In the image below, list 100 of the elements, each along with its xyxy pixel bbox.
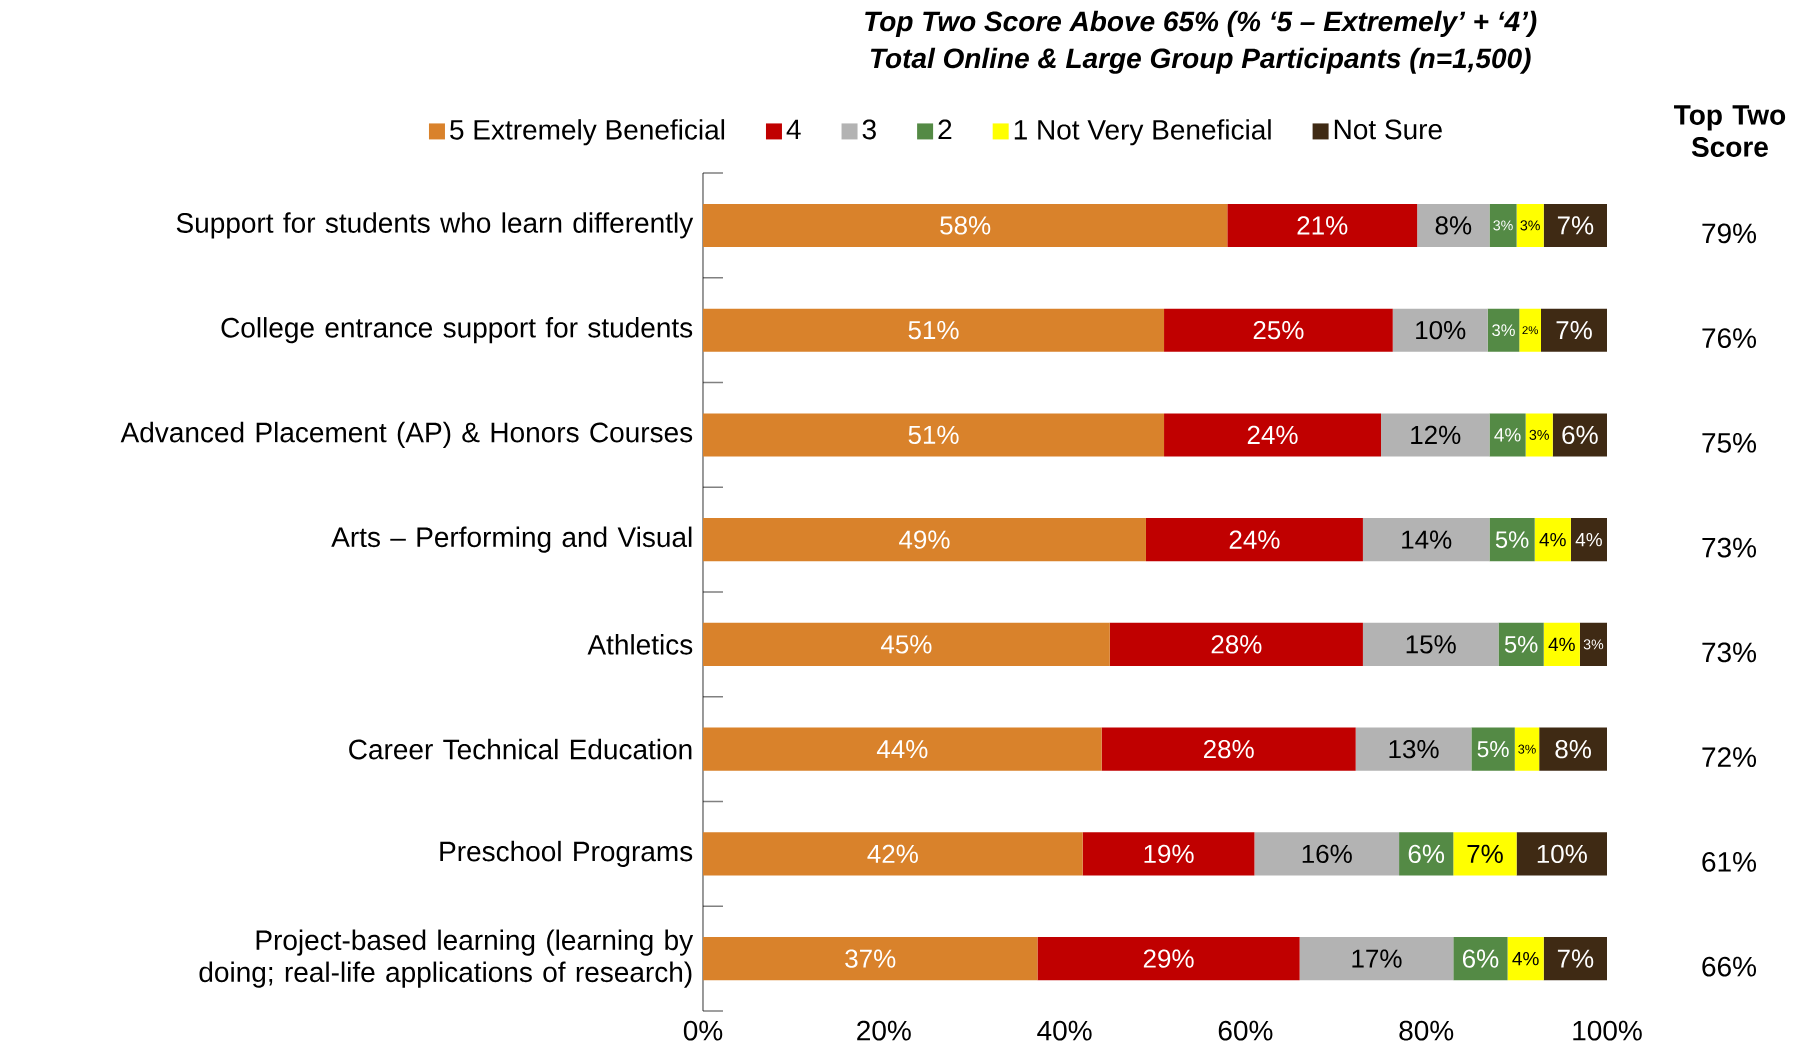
data-label: 5% — [1477, 741, 1509, 758]
legend-label: 3 — [862, 119, 876, 140]
bar — [703, 622, 1110, 666]
y-tick-label: College entrance support for students — [221, 317, 693, 344]
bar — [1164, 413, 1381, 457]
data-label: 37% — [845, 949, 896, 968]
data-label: 28% — [1211, 635, 1262, 654]
data-label: 3% — [1518, 744, 1536, 754]
bar — [1519, 308, 1541, 352]
bar — [703, 937, 1038, 981]
data-label: 17% — [1352, 949, 1402, 968]
legend-label: Not Sure — [1334, 119, 1442, 140]
text: 79% — [1702, 223, 1757, 244]
data-label: 2% — [1522, 326, 1538, 335]
bar — [1145, 518, 1363, 562]
bar — [1101, 727, 1356, 771]
x-tick-label: 80% — [1399, 1020, 1454, 1041]
data-label: 3% — [1583, 639, 1604, 650]
data-label: 21% — [1297, 216, 1348, 235]
bar — [1489, 518, 1535, 562]
data-label: 3% — [1492, 324, 1515, 336]
bar — [1570, 518, 1607, 562]
bar — [1489, 413, 1526, 457]
chart-subtitle: Total Online & Large Group Participants (n=1,500) — [870, 47, 1531, 74]
bar — [703, 413, 1165, 457]
data-label: 25% — [1253, 320, 1304, 340]
data-label: 7% — [1557, 216, 1594, 235]
data-label: 3% — [1520, 220, 1540, 231]
data-label: 16% — [1302, 844, 1352, 864]
bar — [1498, 622, 1544, 666]
bar — [1579, 622, 1607, 666]
bar — [1543, 937, 1607, 981]
data-label: 6% — [1562, 425, 1598, 445]
y-tick-label: Career Technical Education — [349, 738, 692, 760]
bar — [1362, 622, 1499, 666]
data-label: 24% — [1229, 530, 1280, 549]
data-label: 15% — [1406, 635, 1456, 654]
bar — [703, 518, 1146, 562]
bar — [1037, 937, 1300, 981]
data-label: 44% — [876, 740, 928, 759]
data-label: 28% — [1203, 739, 1254, 759]
bar — [703, 203, 1228, 247]
text: 75% — [1702, 433, 1757, 453]
bar — [1487, 308, 1520, 352]
bar — [1109, 622, 1363, 666]
bar — [703, 727, 1102, 771]
data-label: 6% — [1462, 949, 1499, 968]
x-tick-label: 20% — [857, 1020, 911, 1041]
chart-title: Top Two Score Above 65% (% ‘5 – Extremely’ + ‘4’) — [865, 10, 1537, 37]
bar — [1392, 308, 1488, 352]
data-label: 12% — [1411, 425, 1461, 445]
y-tick-label: Project-based learning (learning by doing; real-life applications of research) — [199, 929, 694, 988]
data-label: 14% — [1402, 530, 1452, 549]
bar — [1471, 727, 1515, 771]
bar — [1539, 727, 1607, 771]
data-label: 8% — [1435, 216, 1472, 235]
x-tick-label: 60% — [1218, 1020, 1273, 1041]
data-label: 42% — [867, 844, 918, 864]
data-label: 51% — [908, 320, 959, 340]
text: 66% — [1702, 956, 1757, 977]
bar — [1355, 727, 1472, 771]
y-tick-label: Preschool Programs — [440, 840, 693, 867]
data-label: 49% — [899, 530, 950, 549]
data-label: 45% — [880, 635, 932, 654]
bar — [1399, 832, 1454, 876]
legend-label: 1 Not Very Beneficial — [1014, 119, 1271, 146]
data-label: 51% — [908, 425, 959, 445]
bar — [1541, 308, 1607, 352]
bar — [1543, 622, 1580, 666]
data-label: 7% — [1467, 844, 1503, 863]
text: 76% — [1702, 328, 1757, 349]
data-label: 3% — [1529, 429, 1549, 440]
data-label: 6% — [1408, 844, 1445, 864]
bar — [1417, 203, 1490, 247]
data-label: 4% — [1575, 532, 1602, 547]
data-label: 4% — [1548, 637, 1575, 652]
bar — [1552, 413, 1607, 457]
text: 72% — [1702, 747, 1757, 767]
legend-label: 2 — [938, 119, 952, 140]
bar — [1453, 832, 1517, 876]
legend-label: 4 — [786, 119, 801, 139]
bar — [1227, 203, 1418, 247]
x-tick-label: 0% — [683, 1020, 723, 1041]
text: 73% — [1702, 537, 1757, 558]
bar — [1082, 832, 1255, 876]
bar — [1516, 203, 1544, 247]
data-label: 5% — [1495, 531, 1529, 548]
text: 61% — [1702, 851, 1757, 872]
bar — [1362, 518, 1490, 562]
data-label: 10% — [1537, 844, 1587, 864]
data-label: 5% — [1504, 635, 1538, 653]
bar — [1543, 203, 1607, 247]
data-label: 4% — [1512, 951, 1539, 966]
bar — [1299, 937, 1454, 981]
data-label: 4% — [1539, 532, 1566, 547]
y-tick-label: Arts – Performing and Visual — [331, 526, 692, 553]
bar — [1507, 937, 1544, 981]
data-label: 19% — [1144, 844, 1194, 864]
data-label: 8% — [1555, 739, 1591, 759]
data-label: 4% — [1494, 428, 1521, 442]
